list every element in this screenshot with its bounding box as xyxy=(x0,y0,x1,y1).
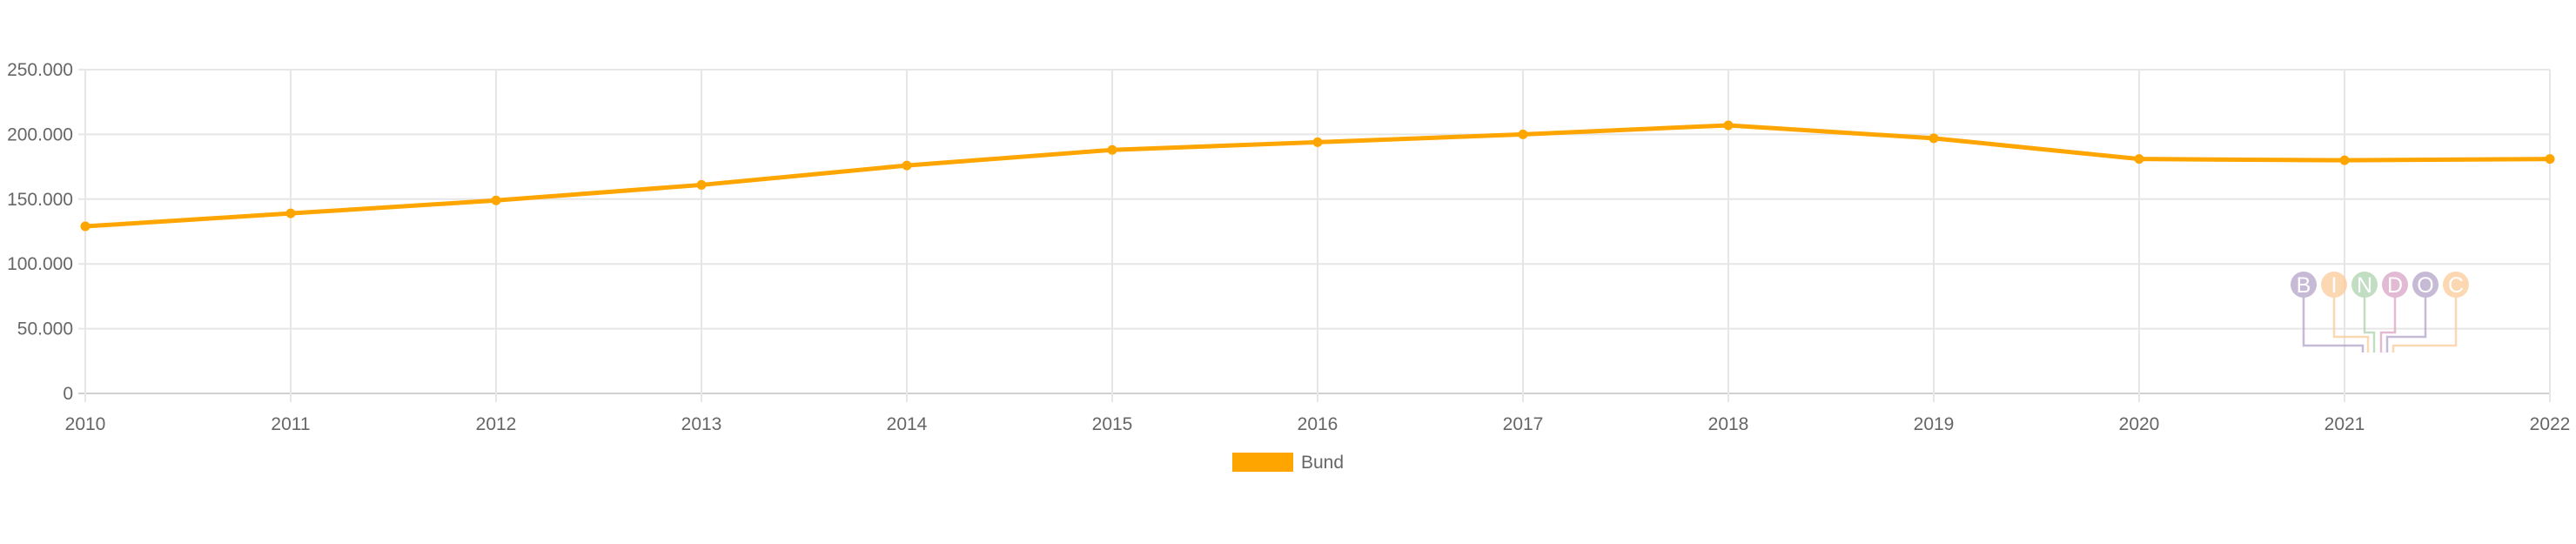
data-point xyxy=(1107,144,1117,155)
x-tick-label: 2016 xyxy=(1298,414,1338,434)
y-tick-label: 250.000 xyxy=(7,60,73,80)
data-point xyxy=(1312,137,1323,147)
data-point xyxy=(1723,120,1734,131)
x-tick-label: 2015 xyxy=(1092,414,1133,434)
logo-letter-circle xyxy=(2412,272,2438,298)
y-axis: 0 50.000 100.000 150.000 200.000 250.000 xyxy=(7,60,73,404)
logo-letter: I xyxy=(2331,273,2338,298)
x-tick-label: 2017 xyxy=(1503,414,1544,434)
y-tick-label: 100.000 xyxy=(7,254,73,274)
logo-letter-circle xyxy=(2351,272,2378,298)
x-tick-label: 2012 xyxy=(476,414,517,434)
x-tick-label: 2022 xyxy=(2530,414,2571,434)
x-tick-label: 2021 xyxy=(2324,414,2365,434)
logo-connector-line xyxy=(2379,285,2397,353)
logo-connector-line xyxy=(2385,285,2427,353)
data-point xyxy=(2339,155,2350,165)
x-tick-label: 2020 xyxy=(2119,414,2160,434)
data-point xyxy=(80,221,91,232)
x-tick-label: 2018 xyxy=(1708,414,1749,434)
x-axis: 2010 2011 2012 2013 2014 2015 2016 2017 2018 2019… xyxy=(65,414,2571,434)
logo-letter: C xyxy=(2448,273,2464,298)
data-point xyxy=(696,179,707,190)
logo-letter: N xyxy=(2357,273,2372,298)
logo-letter: O xyxy=(2417,273,2433,298)
logo-letter-circle xyxy=(2321,272,2347,298)
logo-connector-line xyxy=(2392,285,2458,353)
logo-connector-line xyxy=(2332,285,2370,353)
data-point xyxy=(2545,154,2555,165)
y-tick-label: 0 xyxy=(63,384,73,404)
data-point xyxy=(491,195,501,205)
legend-label-bund[interactable]: Bund xyxy=(1301,453,1344,473)
y-tick-label: 200.000 xyxy=(7,124,73,144)
logo-connector-line xyxy=(2302,285,2365,353)
grid xyxy=(78,69,2551,402)
data-point xyxy=(1518,129,1528,139)
y-tick-label: 150.000 xyxy=(7,190,73,210)
logo-letter-circle xyxy=(2443,272,2469,298)
x-tick-label: 2011 xyxy=(271,414,310,434)
y-tick-label: 50.000 xyxy=(17,319,73,339)
logo-letter-circle xyxy=(2291,272,2317,298)
data-point xyxy=(1929,133,1939,144)
x-tick-label: 2013 xyxy=(681,414,722,434)
x-tick-label: 2010 xyxy=(65,414,106,434)
series-bund xyxy=(80,120,2555,232)
logo-connector-line xyxy=(2363,285,2376,353)
legend-swatch-bund[interactable] xyxy=(1232,453,1293,472)
logo-letter: D xyxy=(2387,273,2403,298)
legend[interactable]: Bund xyxy=(1232,453,1344,473)
data-point xyxy=(902,160,912,171)
data-point xyxy=(285,208,296,218)
logo-letter-circle xyxy=(2382,272,2408,298)
data-point xyxy=(2134,154,2144,165)
logo-letter: B xyxy=(2297,273,2311,298)
x-tick-label: 2014 xyxy=(887,414,928,434)
x-tick-label: 2019 xyxy=(1914,414,1955,434)
